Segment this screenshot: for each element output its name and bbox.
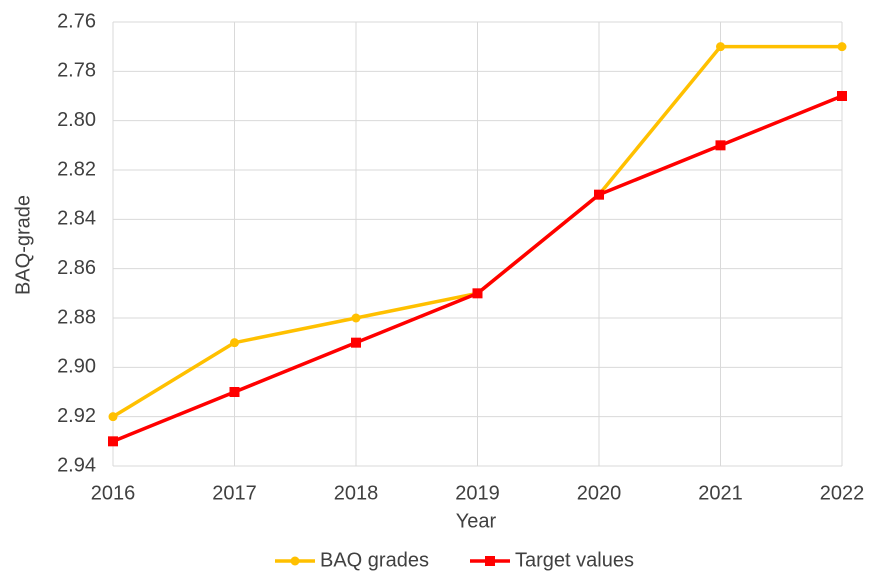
y-tick-label: 2.84	[57, 208, 96, 230]
legend-marker	[485, 556, 495, 566]
data-point	[230, 338, 239, 348]
data-point	[837, 42, 847, 52]
data-point	[108, 436, 118, 447]
legend-marker	[290, 556, 300, 566]
legend-label: Target values	[515, 549, 634, 571]
x-tick-label: 2019	[455, 482, 500, 504]
data-point	[472, 288, 483, 299]
x-tick-label: 2022	[820, 482, 865, 504]
data-point	[837, 91, 847, 101]
data-point	[351, 313, 361, 323]
data-point	[594, 189, 604, 200]
y-tick-label: 2.86	[57, 257, 96, 279]
x-tick-label: 2017	[212, 482, 257, 504]
y-tick-label: 2.76	[57, 10, 96, 32]
y-tick-label: 2.78	[57, 60, 96, 82]
y-tick-label: 2.92	[57, 405, 96, 427]
x-tick-label: 2016	[91, 482, 136, 504]
y-tick-label: 2.90	[57, 356, 96, 378]
data-point	[108, 412, 118, 422]
x-tick-label: 2021	[698, 482, 743, 504]
y-tick-label: 2.82	[57, 158, 96, 180]
x-tick-label: 2020	[577, 482, 622, 504]
data-point	[351, 337, 361, 348]
legend-label: BAQ grades	[320, 549, 429, 571]
y-tick-label: 2.88	[57, 306, 96, 328]
x-tick-label: 2018	[334, 482, 379, 504]
data-point	[716, 42, 725, 52]
y-tick-label: 2.80	[57, 109, 96, 131]
data-point	[229, 387, 240, 397]
y-tick-label: 2.94	[57, 454, 96, 476]
x-axis-label: Year	[456, 510, 497, 532]
y-axis-label: BAQ-grade	[12, 195, 34, 295]
data-point	[715, 140, 726, 151]
